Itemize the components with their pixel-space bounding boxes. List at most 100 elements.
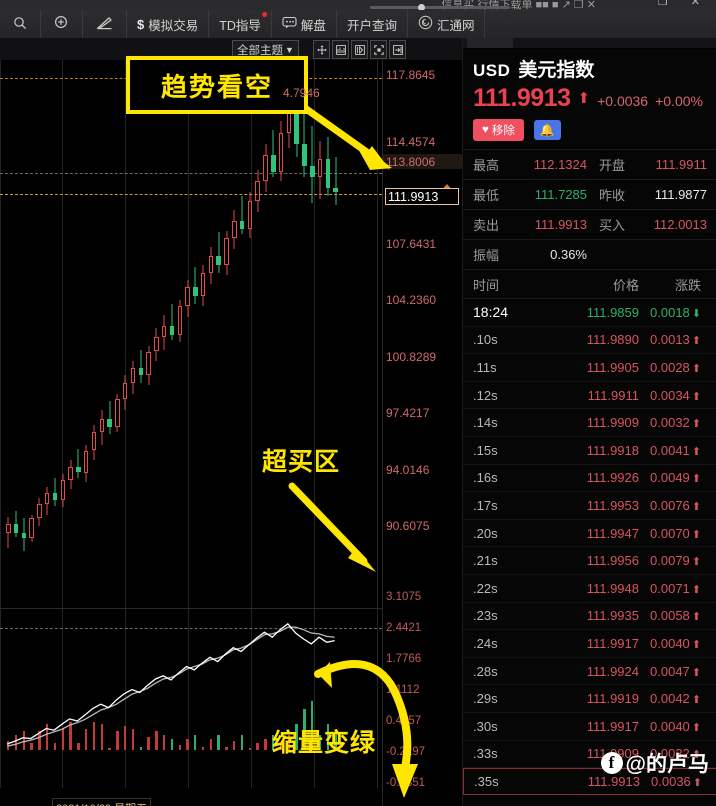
tick-change: 0.0049 ⬆ xyxy=(650,470,701,486)
chart-layout-1-icon[interactable] xyxy=(332,40,349,59)
quote-action-buttons: ♥ 移除 🔔 xyxy=(473,119,707,141)
grid-line-v xyxy=(251,60,252,610)
indicator-tick: 3.1075 xyxy=(386,591,422,603)
toolbar-commentary-button[interactable]: 解盘 xyxy=(272,10,337,38)
toolbar-zoom-button[interactable] xyxy=(41,10,83,38)
quote-panel-tabstrip[interactable] xyxy=(463,38,716,49)
window-slider[interactable] xyxy=(370,4,510,10)
candle xyxy=(177,300,183,343)
tick-time: .35s xyxy=(474,773,499,789)
quote-stats-table: 最高 112.1324 开盘 111.9911 最低 111.7285 昨收 111.9877… xyxy=(463,149,716,269)
macd-bar xyxy=(233,740,236,751)
macd-bar xyxy=(53,742,57,751)
theme-selector[interactable]: 全部主题 ▼ xyxy=(232,40,299,59)
toolbar-td-guide-button[interactable]: TD指导 xyxy=(209,10,272,38)
window-control-buttons[interactable]: ❐ ✕ xyxy=(657,0,710,8)
macd-bar xyxy=(194,735,197,751)
price-tick: 104.2360 xyxy=(386,293,437,307)
tick-table-body[interactable]: 18:24 111.9859 0.0018 ⬇ .10s 111.9890 0.0013 ⬆.… xyxy=(463,299,716,795)
move-tool-icon[interactable] xyxy=(313,40,330,59)
zoom-in-icon xyxy=(54,15,69,33)
tick-row[interactable]: .11s 111.9905 0.0028 ⬆ xyxy=(463,354,716,382)
tick-row[interactable]: .14s 111.9909 0.0032 ⬆ xyxy=(463,409,716,437)
candle xyxy=(44,487,50,515)
indicator-tick: -0.2197 xyxy=(386,746,426,758)
tick-time: .23s xyxy=(473,608,498,624)
tick-row[interactable]: .35s 111.9913 0.0036 ⬆ xyxy=(463,768,716,795)
chart-layout-2-icon[interactable] xyxy=(351,40,368,59)
expand-right-icon[interactable] xyxy=(389,40,406,59)
grid-line-v xyxy=(377,60,378,610)
indicator-top-line xyxy=(0,628,382,629)
tick-row[interactable]: .28s 111.9924 0.0047 ⬆ xyxy=(463,658,716,686)
tick-row[interactable]: .10s 111.9890 0.0013 ⬆ xyxy=(463,327,716,355)
tick-time: .14s xyxy=(473,415,498,431)
toolbar-search-button[interactable] xyxy=(0,10,41,38)
tick-row[interactable]: .30s 111.9917 0.0040 ⬆ xyxy=(463,713,716,741)
remove-favorite-button[interactable]: ♥ 移除 xyxy=(473,119,524,141)
tick-time: .16s xyxy=(473,470,498,486)
grid-line-v xyxy=(251,610,252,788)
stat-label-2: 开盘 xyxy=(599,158,626,173)
toolbar-sim-trade-button[interactable]: $ 模拟交易 xyxy=(127,10,210,38)
arrow-up-icon: ⬆ xyxy=(691,418,701,431)
tick-row[interactable]: .21s 111.9956 0.0079 ⬆ xyxy=(463,547,716,575)
arrow-up-icon: ⬆ xyxy=(692,776,702,789)
arrow-up-icon: ⬆ xyxy=(691,749,701,762)
notification-dot-icon xyxy=(261,12,267,17)
tick-row[interactable]: .24s 111.9917 0.0040 ⬆ xyxy=(463,630,716,658)
tick-row[interactable]: .29s 111.9919 0.0042 ⬆ xyxy=(463,685,716,713)
gridline-mid xyxy=(0,173,382,174)
toolbar-draw-button[interactable] xyxy=(83,10,127,38)
tick-row[interactable]: .17s 111.9953 0.0076 ⬆ xyxy=(463,492,716,520)
indicator-pane[interactable] xyxy=(0,610,382,788)
stat-value: 112.1324 xyxy=(533,157,587,172)
toolbar-huitong-label: 汇通网 xyxy=(436,18,475,33)
stat-row: 卖出 111.9913 买入 112.0013 xyxy=(463,209,716,239)
price-alert-button[interactable]: 🔔 xyxy=(533,120,561,140)
tick-row[interactable]: 18:24 111.9859 0.0018 ⬇ xyxy=(463,299,716,327)
candle xyxy=(76,448,81,478)
macd-bar xyxy=(155,731,158,751)
tick-time: .20s xyxy=(473,525,498,541)
grid-line-v xyxy=(188,610,189,788)
price-row: 111.9913 ⬆ +0.0036 +0.00% xyxy=(473,84,707,113)
macd-bar xyxy=(217,735,220,751)
price-pane[interactable] xyxy=(0,60,382,610)
toolbar-account-query-button[interactable]: 开户查询 xyxy=(337,10,408,38)
watermark-handle: @的卢马 xyxy=(625,753,709,776)
arrow-up-icon: ⬆ xyxy=(691,362,701,375)
macd-bar xyxy=(45,723,49,751)
macd-bar xyxy=(30,742,33,751)
tick-row[interactable]: .15s 111.9918 0.0041 ⬆ xyxy=(463,437,716,465)
arrow-up-icon: ⬆ xyxy=(691,666,701,679)
tick-time: .24s xyxy=(473,635,498,651)
candle xyxy=(200,265,206,306)
chart-area[interactable]: 全部主题 ▼ xyxy=(0,38,462,806)
macd-bar xyxy=(123,725,127,751)
toolbar-huitong-button[interactable]: 汇通网 xyxy=(408,10,486,38)
toolbar-td-guide-label: TD指导 xyxy=(219,18,261,33)
fullscreen-icon[interactable] xyxy=(370,40,387,59)
macd-bar xyxy=(69,721,72,751)
stat-value-2: 111.9911 xyxy=(655,157,707,172)
symbol-code: USD xyxy=(473,61,511,80)
candle xyxy=(83,445,89,482)
stat-label: 卖出 xyxy=(473,218,500,233)
bearish-trend-note: 趋势看空 xyxy=(126,56,308,114)
grid-line-v xyxy=(314,60,315,610)
candle xyxy=(193,267,198,304)
macd-bar xyxy=(38,731,41,751)
tick-row[interactable]: .16s 111.9926 0.0049 ⬆ xyxy=(463,465,716,493)
price-tick: 94.0146 xyxy=(386,463,430,477)
price-tick: 107.6431 xyxy=(386,237,437,251)
tick-row[interactable]: .22s 111.9948 0.0071 ⬆ xyxy=(463,575,716,603)
candle xyxy=(169,303,175,341)
tick-row[interactable]: .23s 111.9935 0.0058 ⬆ xyxy=(463,603,716,631)
tick-change: 0.0079 ⬆ xyxy=(650,553,701,569)
candle xyxy=(130,360,136,394)
macd-bar xyxy=(92,721,96,751)
tick-row[interactable]: .20s 111.9947 0.0070 ⬆ xyxy=(463,520,716,548)
tick-row[interactable]: .12s 111.9911 0.0034 ⬆ xyxy=(463,382,716,410)
arrow-up-icon: ⬆ xyxy=(691,500,701,513)
